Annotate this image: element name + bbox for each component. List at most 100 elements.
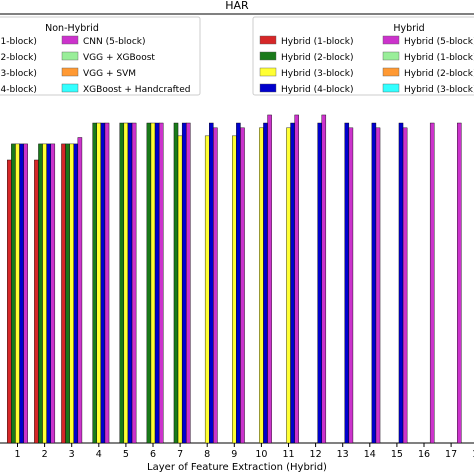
bar-5-14 <box>375 127 381 444</box>
bar-5-1 <box>23 143 28 444</box>
bar-2-1 <box>11 143 16 444</box>
x-tick-label: 10 <box>255 449 267 460</box>
bar-5-11 <box>294 114 299 444</box>
bar-3-8 <box>204 135 210 444</box>
chart-title: HAR <box>225 0 249 12</box>
bar-4-13 <box>344 122 350 444</box>
legends: Non-Hybrid (1-block) (2-block) (3-block) (4-… <box>0 16 474 96</box>
bar-1-3 <box>61 143 66 444</box>
bar-5-15 <box>402 127 408 444</box>
legend-swatch <box>382 83 400 93</box>
bar-4-9 <box>236 122 241 444</box>
legend-hybrid-label: Hybrid (5-block) <box>404 37 474 47</box>
bar-3-11 <box>286 127 291 444</box>
x-tick-label: 18 <box>472 449 474 460</box>
legend-non-hybrid-cutoff-label: (1-block) <box>0 37 37 47</box>
bar-4-1 <box>19 143 24 444</box>
x-tick-label: 7 <box>177 449 183 460</box>
bar-4-10 <box>263 122 268 444</box>
legend-hybrid-label: Hybrid (3-block) <box>404 85 474 95</box>
bar-5-8 <box>213 127 218 444</box>
legend-swatch <box>61 67 79 77</box>
bar-5-12 <box>321 114 327 444</box>
bar-5-9 <box>240 127 245 444</box>
legend-hybrid-label: Hybrid (1-block) <box>281 37 353 47</box>
bar-1-2 <box>34 159 39 444</box>
bar-3-2 <box>42 143 47 444</box>
bar-3-4 <box>96 122 102 444</box>
bar-5-5 <box>131 122 137 444</box>
bar-3-7 <box>177 135 183 444</box>
legend-swatch <box>61 83 79 93</box>
x-tick-label: 6 <box>150 449 156 460</box>
bar-4-5 <box>127 122 133 444</box>
bar-2-3 <box>65 143 70 444</box>
x-tick-label: 3 <box>69 449 75 460</box>
bar-2-2 <box>38 143 43 444</box>
bar-2-5 <box>119 122 125 444</box>
bar-3-3 <box>69 143 74 444</box>
plot-area: 123456789101112131415161718 <box>0 13 474 460</box>
legend-non-hybrid-label: VGG + XGBoost <box>83 53 155 63</box>
legend-swatch <box>259 51 277 61</box>
bar-5-10 <box>267 114 272 444</box>
legend-hybrid-label: Hybrid (3-block) <box>281 69 353 79</box>
bar-5-4 <box>104 122 110 444</box>
bar-5-3 <box>77 137 83 444</box>
bar-2-7 <box>173 122 179 444</box>
x-tick-label: 2 <box>42 449 48 460</box>
bar-3-5 <box>123 122 129 444</box>
bar-4-7 <box>181 122 187 444</box>
legend-non-hybrid-label: VGG + SVM <box>83 69 136 79</box>
bar-3-1 <box>15 143 20 444</box>
legend-non-hybrid-title: Non-Hybrid <box>45 23 99 34</box>
legend-non-hybrid-cutoff-label: (3-block) <box>0 69 37 79</box>
x-tick-label: 8 <box>204 449 210 460</box>
legend-hybrid-label: Hybrid (4-block) <box>281 85 353 95</box>
x-tick-label: 17 <box>445 449 457 460</box>
bar-4-15 <box>398 122 404 444</box>
bar-5-6 <box>158 122 164 444</box>
legend-hybrid-label: Hybrid (1-block) <box>404 53 474 63</box>
legend-swatch <box>382 51 400 61</box>
legend-hybrid-label: Hybrid (2-block) <box>281 53 353 63</box>
x-tick-label: 1 <box>14 449 20 460</box>
legend-non-hybrid-label: XGBoost + Handcrafted <box>83 85 190 95</box>
bar-4-14 <box>371 122 377 444</box>
bar-5-17 <box>457 122 462 444</box>
bar-4-4 <box>100 122 106 444</box>
bar-4-2 <box>46 143 51 444</box>
x-tick-label: 16 <box>418 449 430 460</box>
x-tick-label: 5 <box>123 449 129 460</box>
bar-4-11 <box>290 122 295 444</box>
bar-5-16 <box>429 122 435 444</box>
legend-swatch <box>61 35 79 45</box>
legend-non-hybrid-cutoff-label: (4-block) <box>0 85 37 95</box>
legend-non-hybrid-label: CNN (5-block) <box>83 37 146 47</box>
x-tick-label: 11 <box>282 449 294 460</box>
bar-4-6 <box>154 122 160 444</box>
x-tick-label: 12 <box>310 449 322 460</box>
legend-swatch <box>382 67 400 77</box>
x-axis-label: Layer of Feature Extraction (Hybrid) <box>147 462 327 473</box>
x-tick-label: 14 <box>364 449 376 460</box>
x-tick-label: 13 <box>337 449 349 460</box>
bar-5-7 <box>186 122 191 444</box>
bar-3-9 <box>232 135 237 444</box>
legend-swatch <box>61 51 79 61</box>
legend-hybrid-box <box>252 16 474 96</box>
legend-non-hybrid-cutoff-label: (2-block) <box>0 53 37 63</box>
x-tick-label: 9 <box>231 449 237 460</box>
legend-hybrid-title: Hybrid <box>393 23 424 34</box>
bar-2-6 <box>146 122 152 444</box>
x-tick-label: 4 <box>96 449 102 460</box>
bar-5-13 <box>348 127 354 444</box>
legend-swatch <box>259 35 277 45</box>
legend-hybrid-label: Hybrid (2-block) <box>404 69 474 79</box>
legend-swatch <box>382 35 400 45</box>
bar-2-4 <box>92 122 97 444</box>
legend-swatch <box>259 67 277 77</box>
bar-4-3 <box>73 143 79 444</box>
bar-4-12 <box>317 122 322 444</box>
